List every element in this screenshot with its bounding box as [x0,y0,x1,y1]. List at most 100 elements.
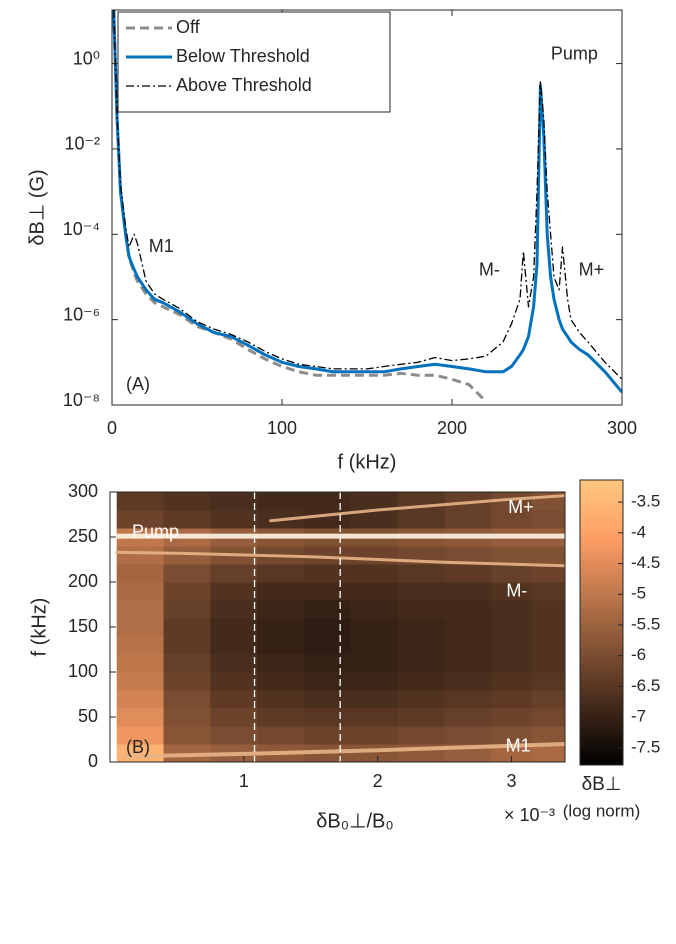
colorbar-tick-label: -3.5 [631,492,660,511]
x-multiplier: × 10⁻³ [504,805,555,825]
heatmap-cell [397,726,446,745]
heatmap-cell [444,510,492,529]
heatmap-cell [116,726,165,745]
heatmap-cell [210,654,258,673]
panel-label: (B) [126,737,150,757]
colorbar-label: δB⊥ [582,774,622,795]
heatmap-cell [304,708,352,727]
panel-label: (A) [126,374,150,394]
heatmap-cell [257,690,305,709]
legend-label: Below Threshold [176,46,310,66]
heatmap-cell [116,672,165,691]
heatmap-cell [491,546,533,565]
legend-label: Above Threshold [176,75,312,95]
y-axis-label: δB⊥ (G) [26,169,48,245]
x-tick-label: 300 [607,418,637,438]
colorbar-tick-label: -5.5 [631,614,660,633]
heatmap-cell [257,654,305,673]
heatmap-cell [210,492,258,511]
heatmap-cell [350,672,399,691]
data-line [112,10,622,394]
ridge-line [115,550,565,568]
heatmap-cell [350,600,399,619]
heatmap-cell [531,726,565,745]
heatmap-cell [210,600,258,619]
heatmap-cell [304,564,352,583]
heatmap-cell [531,708,565,727]
heatmap-cell [116,546,165,565]
x-tick-label: 200 [437,418,467,438]
heatmap-cell [116,492,165,511]
heatmap-cell [163,600,211,619]
heatmap-cell [531,564,565,583]
annotation: M- [506,581,527,601]
heatmap-cell [491,636,533,655]
heatmap-cell [257,636,305,655]
heatmap-cell [397,708,446,727]
heatmap-cell [210,708,258,727]
heatmap-cell [163,546,211,565]
heatmap-cell [350,744,399,762]
heatmap-cell [210,510,258,529]
y-tick-label: 0 [88,751,98,771]
heatmap-cell [491,690,533,709]
heatmap-cell [491,582,533,601]
heatmap-cell [257,708,305,727]
y-tick-label: 100 [68,661,98,681]
heatmap-cell [491,672,533,691]
heatmap-cell [531,744,565,762]
heatmap-cell [444,708,492,727]
heatmap-cell [116,708,165,727]
heatmap-cell [210,690,258,709]
heatmap-cell [397,654,446,673]
heatmap-cell [397,582,446,601]
heatmap-cell [163,510,211,529]
heatmap-cell [350,564,399,583]
legend-label: Off [176,17,201,37]
heatmap-cell [304,672,352,691]
heatmap-cell [116,654,165,673]
legend-box [117,11,391,113]
heatmap-cell [397,636,446,655]
colorbar-tick-label: -4 [631,522,646,541]
colorbar-sublabel: (log norm) [563,801,640,820]
heatmap-cell [491,726,533,745]
heatmap-cell [116,600,165,619]
heatmap-cell [491,708,533,727]
heatmap-cell [444,618,492,637]
heatmap-cell [491,564,533,583]
heatmap-cell [163,708,211,727]
heatmap-cell [116,618,165,637]
heatmap-cell [350,510,399,529]
ridge-line [269,494,565,523]
heatmap-cell [531,510,565,529]
heatmap-cell [210,636,258,655]
y-tick-label: 200 [68,571,98,591]
y-tick-label: 50 [78,706,98,726]
heatmap-cell [444,546,492,565]
heatmap-cell [257,726,305,745]
heatmap-cell [397,690,446,709]
heatmap-cell [304,654,352,673]
y-tick-label: 250 [68,526,98,546]
heatmap-cell [210,582,258,601]
heatmap-cell [163,744,211,762]
y-tick-label: 10⁻² [64,134,100,154]
y-axis-label: f (kHz) [28,598,50,657]
heatmap-cell [116,690,165,709]
heatmap-cell [304,726,352,745]
colorbar-tick-label: -5 [631,584,646,603]
colorbar-tick-label: -7.5 [631,737,660,756]
annotation: Pump [551,44,598,64]
heatmap-cell [491,492,533,511]
heatmap-cell [531,654,565,673]
heatmap-cell [444,564,492,583]
x-tick-label: 100 [267,418,297,438]
heatmap-cell [163,618,211,637]
y-tick-label: 150 [68,616,98,636]
heatmap-cell [163,726,211,745]
heatmap-cell [116,564,165,583]
heatmap-cell [531,636,565,655]
heatmap-cell [350,492,399,511]
